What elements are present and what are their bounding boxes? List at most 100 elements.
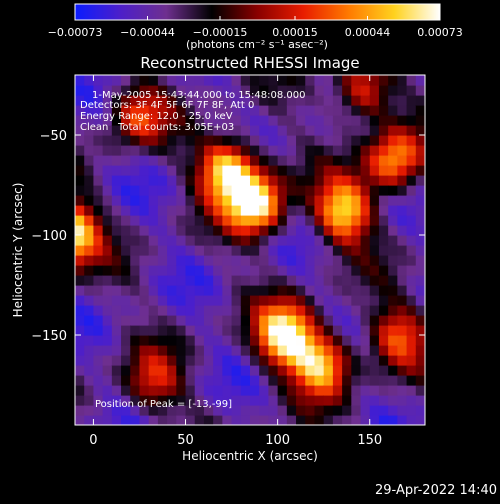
heatmap-cell xyxy=(240,375,251,386)
colorbar-tick-label: 0.00015 xyxy=(272,26,318,39)
heatmap-cell xyxy=(314,385,325,396)
heatmap-cell xyxy=(185,195,196,206)
heatmap-cell xyxy=(369,115,380,126)
heatmap-cell xyxy=(75,255,85,266)
heatmap-cell xyxy=(148,285,159,296)
heatmap-cell xyxy=(231,175,242,186)
heatmap-cell xyxy=(406,415,417,425)
heatmap-cell xyxy=(360,165,371,176)
colorbar xyxy=(74,3,441,21)
heatmap-cell xyxy=(296,255,306,266)
heatmap-cell xyxy=(176,415,187,425)
heatmap-cell xyxy=(148,235,159,246)
heatmap-cell xyxy=(277,265,288,276)
heatmap-cell xyxy=(93,375,104,386)
heatmap-cell xyxy=(332,265,343,276)
heatmap-cell xyxy=(406,355,417,366)
heatmap-cell xyxy=(351,75,362,86)
heatmap-cell xyxy=(277,395,288,406)
heatmap-cell xyxy=(240,355,251,366)
heatmap-cell xyxy=(259,115,270,126)
heatmap-cell xyxy=(259,75,270,86)
heatmap-cell xyxy=(203,255,214,266)
heatmap-cell xyxy=(397,255,408,266)
heatmap-cell xyxy=(167,385,177,396)
heatmap-cell xyxy=(351,85,362,96)
heatmap-cell xyxy=(296,225,306,236)
heatmap-cell xyxy=(240,335,251,346)
heatmap-cell xyxy=(213,315,223,326)
heatmap-cell xyxy=(378,315,389,326)
heatmap-cell xyxy=(296,335,306,346)
heatmap-cell xyxy=(75,215,85,226)
heatmap-cell xyxy=(93,115,104,126)
heatmap-cell xyxy=(167,125,177,136)
heatmap-cell xyxy=(84,205,95,216)
colorbar-tick-label: 0.00044 xyxy=(345,26,391,39)
heatmap-cell xyxy=(369,175,380,186)
heatmap-cell xyxy=(332,355,343,366)
heatmap-cell xyxy=(213,185,223,196)
heatmap-cell xyxy=(360,335,371,346)
heatmap-cell xyxy=(194,225,205,236)
heatmap-cell xyxy=(259,375,270,386)
heatmap-cell xyxy=(351,335,362,346)
heatmap-cell xyxy=(314,155,325,166)
heatmap-cell xyxy=(351,405,362,416)
heatmap-cell xyxy=(167,355,177,366)
heatmap-cell xyxy=(369,205,380,216)
heatmap-cell xyxy=(148,405,159,416)
heatmap-cell xyxy=(102,85,113,96)
x-axis-ticks: 0 50 100 150 xyxy=(89,75,382,448)
heatmap-cell xyxy=(240,285,251,296)
heatmap-cell xyxy=(314,275,325,286)
heatmap-cell xyxy=(415,195,425,206)
heatmap-cell xyxy=(93,125,104,136)
heatmap-cell xyxy=(296,75,306,86)
heatmap-cell xyxy=(203,95,214,106)
heatmap-cell xyxy=(342,365,352,376)
heatmap-cell xyxy=(369,215,380,226)
heatmap-cell xyxy=(369,225,380,236)
heatmap-cell xyxy=(388,95,398,106)
heatmap-cell xyxy=(130,95,141,106)
heatmap-cell xyxy=(351,165,362,176)
heatmap-cell xyxy=(222,375,233,386)
heatmap-cell xyxy=(157,245,168,256)
heatmap-cell xyxy=(130,235,141,246)
heatmap-cell xyxy=(102,365,113,376)
heatmap-cell xyxy=(305,265,316,276)
heatmap-cell xyxy=(388,265,398,276)
heatmap-cell xyxy=(397,415,408,425)
heatmap-cell xyxy=(102,345,113,356)
heatmap-cell xyxy=(84,285,95,296)
heatmap-cell xyxy=(406,165,417,176)
heatmap-cell xyxy=(286,415,297,425)
heatmap-cell xyxy=(102,205,113,216)
heatmap-cell xyxy=(332,145,343,156)
heatmap-cell xyxy=(240,245,251,256)
heatmap-cell xyxy=(388,175,398,186)
heatmap-cell xyxy=(176,335,187,346)
heatmap-cell xyxy=(167,215,177,226)
heatmap-cell xyxy=(351,205,362,216)
heatmap-cell xyxy=(102,125,113,136)
heatmap-cell xyxy=(268,345,279,356)
heatmap-cell xyxy=(157,285,168,296)
heatmap-cell xyxy=(378,125,389,136)
heatmap-cell xyxy=(351,365,362,376)
heatmap-cell xyxy=(213,175,223,186)
heatmap-cell xyxy=(323,255,334,266)
heatmap-cell xyxy=(75,75,85,86)
heatmap-cell xyxy=(222,225,233,236)
heatmap-cell xyxy=(222,155,233,166)
heatmap-cell xyxy=(75,405,85,416)
heatmap-cell xyxy=(148,295,159,306)
heatmap-cell xyxy=(397,165,408,176)
heatmap-cell xyxy=(213,385,223,396)
heatmap-cell xyxy=(332,135,343,146)
heatmap-cell xyxy=(305,255,316,266)
heatmap-cell xyxy=(213,415,223,425)
heatmap-cell xyxy=(93,145,104,156)
